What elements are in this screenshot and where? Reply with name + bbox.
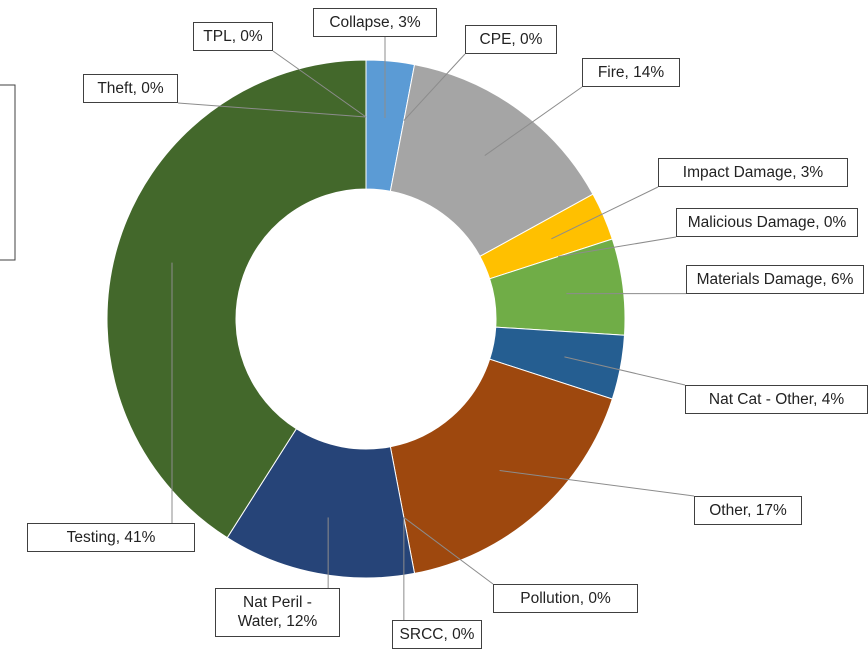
- data-label: Testing, 41%: [27, 523, 195, 553]
- data-label: Impact Damage, 3%: [658, 158, 848, 188]
- leader-line: [403, 53, 466, 121]
- data-label: Theft, 0%: [83, 74, 178, 104]
- leader-line: [177, 102, 367, 118]
- data-label: CPE, 0%: [465, 25, 557, 55]
- leader-line: [403, 517, 494, 585]
- leader-line: [564, 356, 686, 386]
- data-label: Pollution, 0%: [493, 584, 638, 614]
- leader-line: [484, 86, 583, 156]
- leader-line: [558, 236, 677, 258]
- leader-line: [499, 470, 695, 497]
- data-label: Nat Peril - Water, 12%: [215, 588, 340, 637]
- legend-frame: [0, 84, 16, 261]
- leader-line: [551, 186, 659, 240]
- leader-line: [272, 50, 367, 118]
- data-label: Collapse, 3%: [313, 8, 437, 38]
- data-label: SRCC, 0%: [392, 620, 482, 650]
- data-label: Nat Cat - Other, 4%: [685, 385, 868, 415]
- data-label: Other, 17%: [694, 496, 802, 526]
- data-label: Materials Damage, 6%: [686, 265, 864, 295]
- data-label: Malicious Damage, 0%: [676, 208, 858, 238]
- slice: [389, 358, 613, 574]
- data-label: Fire, 14%: [582, 58, 680, 88]
- data-label: TPL, 0%: [193, 22, 273, 52]
